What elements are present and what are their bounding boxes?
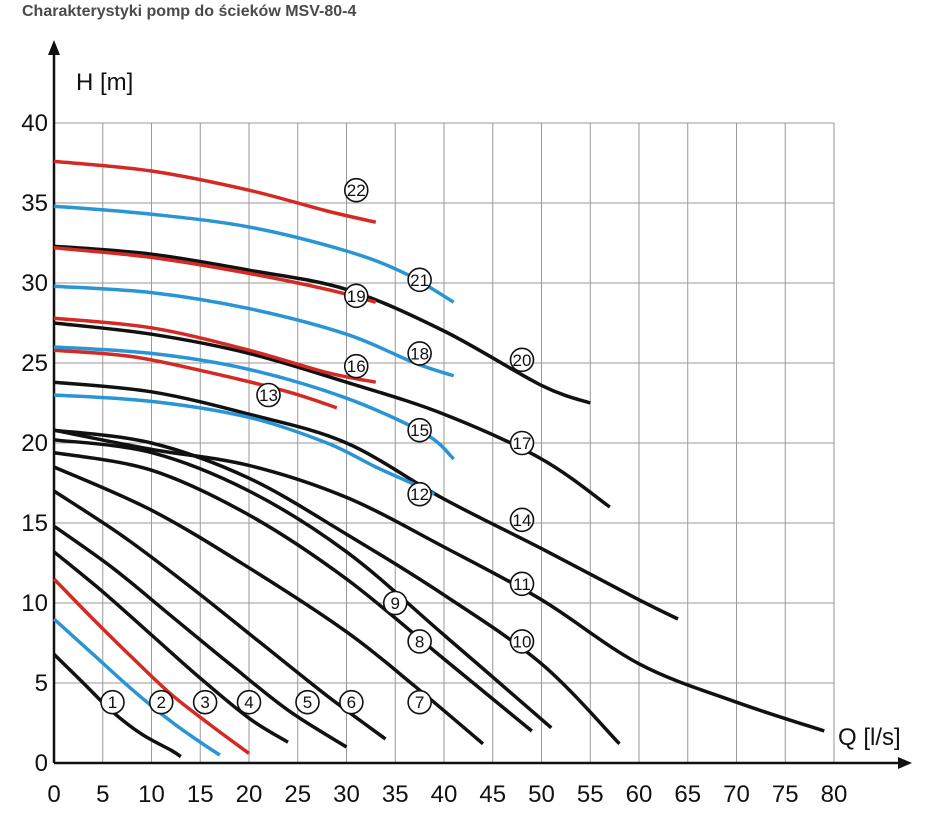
series-label-circle-22 bbox=[343, 177, 369, 203]
series-line-11 bbox=[53, 428, 825, 733]
y-tick-label-5: 5 bbox=[35, 670, 48, 697]
x-tick-label-25: 25 bbox=[284, 781, 311, 808]
x-tick-label-15: 15 bbox=[187, 781, 214, 808]
x-tick-label-0: 0 bbox=[47, 781, 60, 808]
series-line-4 bbox=[52, 550, 289, 744]
series-label-4: 4 bbox=[244, 693, 253, 712]
series-label-13: 13 bbox=[259, 386, 278, 405]
y-axis-label: H [m] bbox=[76, 69, 133, 96]
x-tick-label-75: 75 bbox=[772, 781, 799, 808]
series-label-circle-17 bbox=[509, 430, 535, 456]
series-label-circle-7 bbox=[407, 689, 432, 715]
series-label-6: 6 bbox=[347, 693, 356, 712]
y-tick-label-10: 10 bbox=[21, 590, 48, 617]
x-tick-label-60: 60 bbox=[626, 781, 653, 808]
series-label-15: 15 bbox=[410, 421, 429, 440]
series-label-16: 16 bbox=[347, 357, 366, 376]
x-tick-label-45: 45 bbox=[479, 781, 506, 808]
x-tick-label-50: 50 bbox=[528, 781, 555, 808]
series-label-20: 20 bbox=[513, 351, 532, 370]
y-tick-label-40: 40 bbox=[21, 110, 48, 137]
x-tick-label-30: 30 bbox=[333, 781, 360, 808]
x-tick-label-20: 20 bbox=[236, 781, 263, 808]
series-line-19 bbox=[53, 246, 377, 304]
x-axis-arrow bbox=[898, 757, 912, 769]
x-tick-label-40: 40 bbox=[431, 781, 458, 808]
series-label-1: 1 bbox=[108, 693, 117, 712]
series-label-14: 14 bbox=[513, 511, 532, 530]
series-label-circle-10 bbox=[509, 629, 535, 654]
series-label-circle-14 bbox=[509, 507, 535, 533]
series-line-1 bbox=[52, 652, 182, 759]
series-line-13 bbox=[53, 348, 338, 410]
series-label-circle-2 bbox=[148, 689, 174, 715]
series-line-9 bbox=[53, 438, 553, 730]
series-lines bbox=[52, 159, 825, 759]
series-label-12: 12 bbox=[410, 485, 429, 504]
series-label-circle-6 bbox=[339, 689, 364, 715]
series-line-5 bbox=[52, 524, 348, 749]
series-label-18: 18 bbox=[410, 344, 429, 363]
series-label-circle-11 bbox=[509, 571, 535, 597]
series-label-circle-8 bbox=[407, 629, 432, 654]
series-label-7: 7 bbox=[415, 693, 424, 712]
y-tick-label-35: 35 bbox=[21, 190, 48, 217]
series-label-19: 19 bbox=[347, 287, 366, 306]
series-line-10 bbox=[53, 428, 621, 746]
series-label-circle-19 bbox=[343, 283, 369, 309]
x-tick-label-55: 55 bbox=[577, 781, 604, 808]
x-tick-label-10: 10 bbox=[138, 781, 165, 808]
series-label-circle-4 bbox=[236, 689, 262, 715]
series-label-5: 5 bbox=[303, 693, 312, 712]
series-line-16 bbox=[53, 316, 377, 384]
series-label-circle-1 bbox=[100, 689, 125, 715]
x-tick-label-35: 35 bbox=[382, 781, 409, 808]
x-tick-label-80: 80 bbox=[821, 781, 848, 808]
series-label-circle-13 bbox=[256, 382, 281, 408]
series-line-17 bbox=[53, 321, 611, 509]
series-label-17: 17 bbox=[513, 434, 532, 453]
x-tick-label-65: 65 bbox=[674, 781, 701, 808]
series-label-9: 9 bbox=[391, 594, 400, 613]
series-label-circle-3 bbox=[192, 689, 218, 715]
series-label-circle-5 bbox=[295, 689, 320, 715]
series-label-circle-21 bbox=[407, 267, 432, 293]
y-tick-label-30: 30 bbox=[21, 270, 48, 297]
y-tick-label-0: 0 bbox=[35, 750, 48, 777]
series-label-21: 21 bbox=[410, 271, 429, 290]
series-line-2 bbox=[52, 617, 221, 757]
series-label-circle-16 bbox=[343, 353, 369, 379]
series-label-2: 2 bbox=[157, 693, 166, 712]
series-label-11: 11 bbox=[513, 575, 531, 594]
series-label-circle-12 bbox=[407, 481, 432, 507]
series-line-14 bbox=[53, 380, 679, 621]
axes bbox=[48, 40, 912, 769]
x-tick-label-70: 70 bbox=[723, 781, 750, 808]
series-line-7 bbox=[53, 465, 485, 746]
series-label-circle-9 bbox=[382, 590, 408, 616]
y-tick-label-25: 25 bbox=[21, 350, 48, 377]
series-label-8: 8 bbox=[415, 632, 424, 651]
series-line-8 bbox=[53, 450, 533, 733]
series-line-6 bbox=[53, 489, 387, 741]
grid bbox=[54, 122, 835, 763]
series-label-circle-20 bbox=[509, 347, 535, 373]
y-axis-arrow bbox=[48, 40, 60, 55]
chart-title: Charakterystyki pomp do ścieków MSV-80-4 bbox=[22, 3, 357, 20]
series-label-circle-15 bbox=[407, 417, 432, 443]
series-label-22: 22 bbox=[347, 181, 366, 200]
x-tick-label-5: 5 bbox=[96, 781, 109, 808]
series-label-circle-18 bbox=[407, 341, 432, 366]
series-label-3: 3 bbox=[200, 693, 209, 712]
x-axis-label: Q [l/s] bbox=[838, 724, 901, 751]
series-label-10: 10 bbox=[513, 632, 532, 651]
series-line-3 bbox=[52, 577, 251, 755]
y-tick-label-15: 15 bbox=[21, 510, 48, 537]
tick-labels: 0 5 10 15 20 25 30 35 40 45 50 55 60 65 70 75 8005101520… bbox=[21, 110, 847, 808]
series-line-21 bbox=[53, 204, 455, 304]
y-tick-label-20: 20 bbox=[21, 430, 48, 457]
series-line-22 bbox=[53, 159, 377, 224]
